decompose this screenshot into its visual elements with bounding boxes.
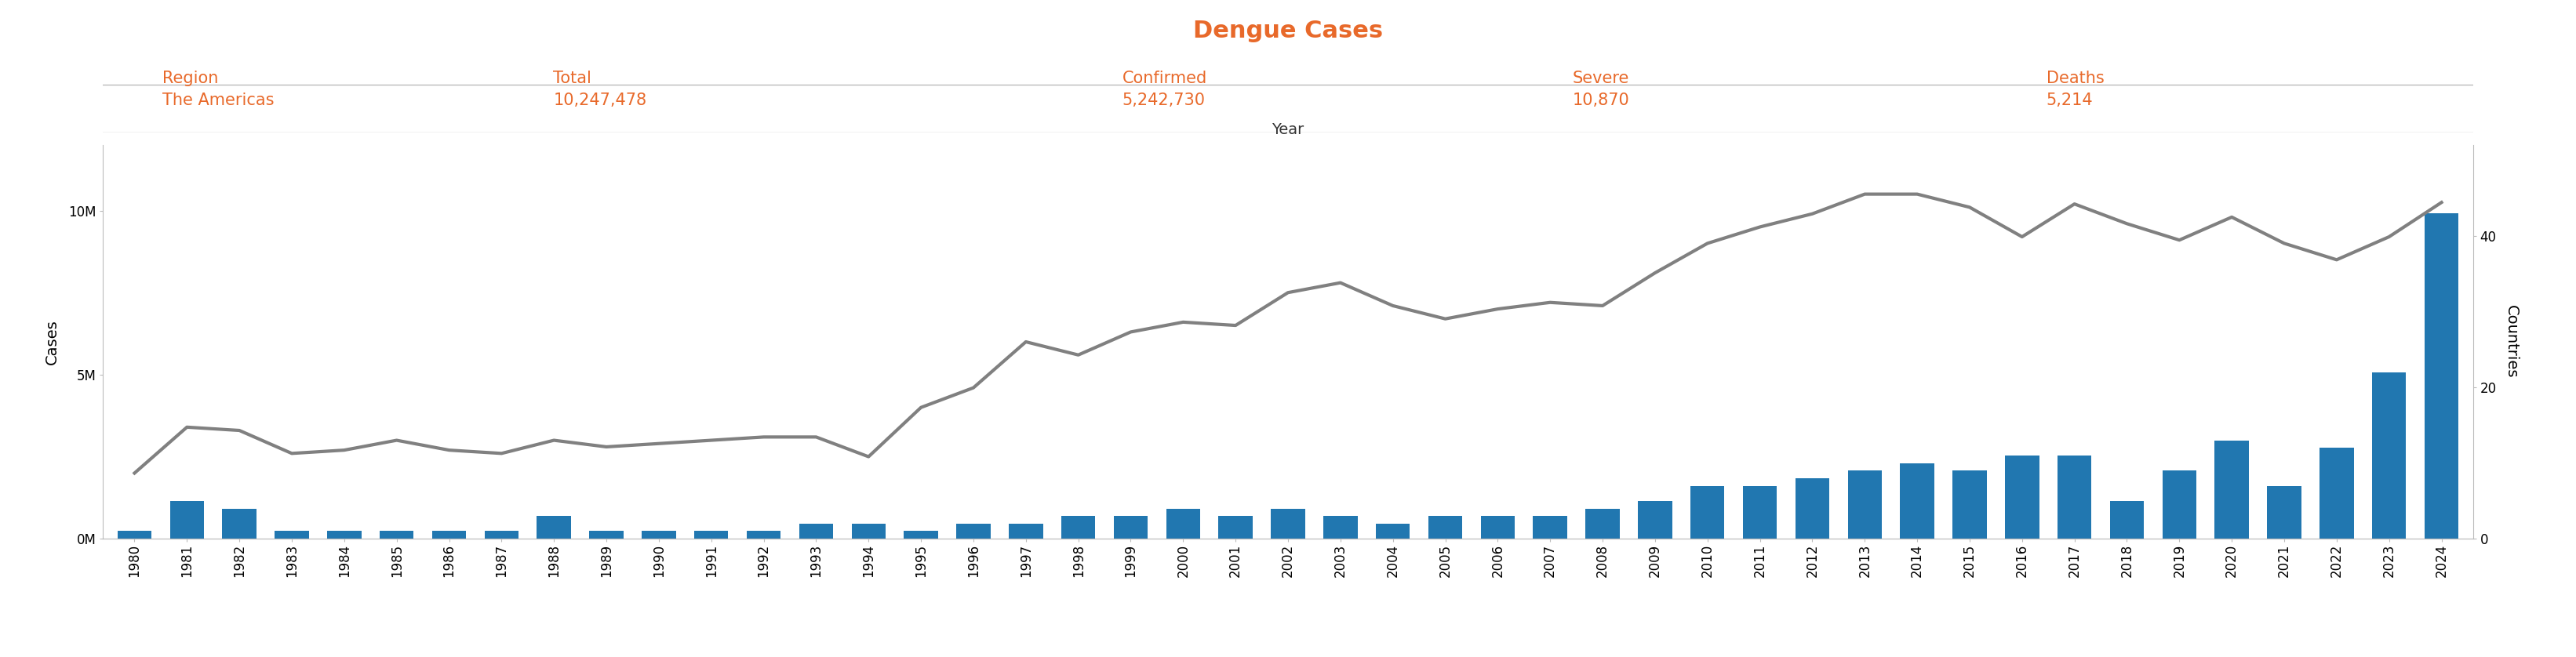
Bar [693, 531, 729, 539]
Bar [1324, 516, 1358, 539]
Bar [2215, 440, 2249, 539]
Bar [2110, 501, 2143, 539]
Bar [1638, 501, 1672, 539]
Bar [1744, 486, 1777, 539]
Bar [1167, 509, 1200, 539]
Bar [590, 531, 623, 539]
Text: Deaths: Deaths [2045, 70, 2105, 86]
Bar [2424, 213, 2458, 539]
Text: 5,242,730: 5,242,730 [1123, 93, 1206, 108]
Text: Region: Region [162, 70, 219, 86]
Bar [1795, 478, 1829, 539]
Text: Severe: Severe [1571, 70, 1628, 86]
Bar [1587, 509, 1620, 539]
Text: 10,247,478: 10,247,478 [554, 93, 647, 108]
Text: Year: Year [1273, 122, 1303, 137]
Bar [1690, 486, 1723, 539]
Y-axis label: Countries: Countries [2504, 305, 2519, 378]
Bar [1376, 524, 1409, 539]
Bar [484, 531, 518, 539]
Text: Confirmed: Confirmed [1123, 70, 1208, 86]
Bar [747, 531, 781, 539]
Bar [1847, 470, 1883, 539]
Bar [1953, 470, 1986, 539]
Bar [1533, 516, 1566, 539]
Bar [2318, 448, 2354, 539]
Bar [1113, 516, 1149, 539]
Bar [1270, 509, 1306, 539]
Bar [536, 516, 572, 539]
Bar [956, 524, 989, 539]
Bar [1901, 463, 1935, 539]
Bar [641, 531, 675, 539]
Bar [2267, 486, 2300, 539]
Bar [2004, 455, 2040, 539]
Bar [1481, 516, 1515, 539]
Bar [433, 531, 466, 539]
Bar [379, 531, 415, 539]
Bar [1218, 516, 1252, 539]
Bar [2058, 455, 2092, 539]
Text: Dengue Cases: Dengue Cases [1193, 20, 1383, 43]
Bar [904, 531, 938, 539]
Bar [276, 531, 309, 539]
Bar [1061, 516, 1095, 539]
Text: Total: Total [554, 70, 592, 86]
Text: 10,870: 10,870 [1571, 93, 1631, 108]
Bar [118, 531, 152, 539]
Bar [222, 509, 258, 539]
Text: 5,214: 5,214 [2045, 93, 2094, 108]
Bar [1427, 516, 1463, 539]
Bar [799, 524, 832, 539]
Y-axis label: Cases: Cases [44, 319, 59, 365]
Bar [170, 501, 204, 539]
Text: The Americas: The Americas [162, 93, 273, 108]
Bar [327, 531, 361, 539]
Bar [853, 524, 886, 539]
Bar [1010, 524, 1043, 539]
Bar [2161, 470, 2197, 539]
Bar [2372, 372, 2406, 539]
